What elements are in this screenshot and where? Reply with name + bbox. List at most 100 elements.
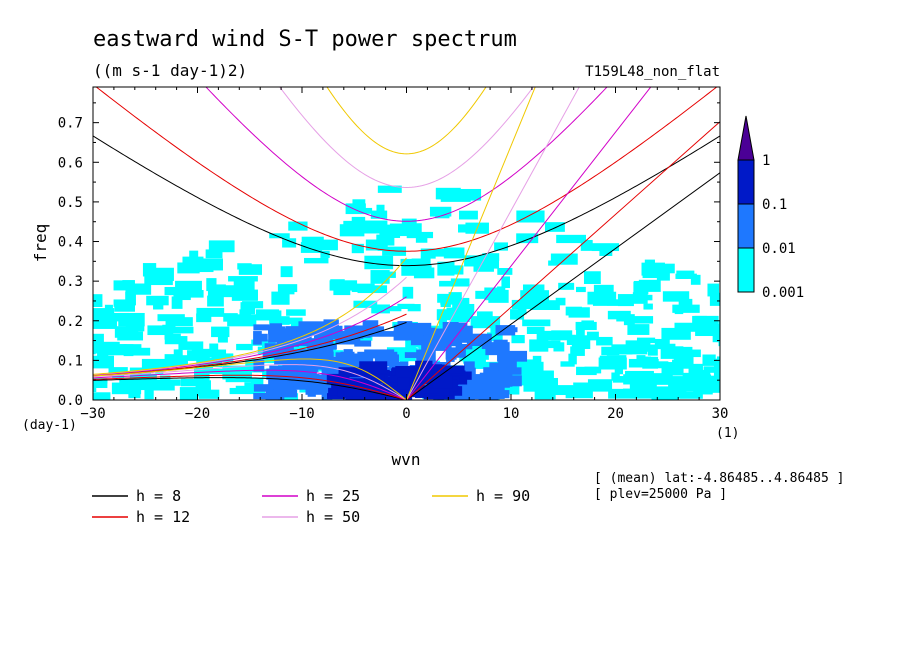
power-cell [707,283,720,297]
power-cell [187,350,208,361]
power-cell [234,279,255,291]
power-cell [118,312,145,327]
power-cell [744,344,769,357]
power-cell [443,247,465,259]
power-cell [128,391,141,399]
power-cell [300,242,323,253]
power-cell [544,222,565,232]
power-cell [288,366,319,372]
power-cell [282,363,297,376]
power-cell [712,334,720,343]
power-cell [551,385,574,396]
power-cell [403,330,424,341]
power-cell [125,291,136,306]
power-cell [426,369,442,376]
power-cell [498,367,522,375]
power-cell [462,378,483,390]
power-cell [676,349,701,358]
power-cell [651,392,678,400]
power-cell [450,278,470,287]
power-cell [147,325,167,336]
power-cell [644,259,655,270]
power-cell [364,349,395,358]
power-cell [177,262,200,274]
power-cell [228,276,258,282]
power-cell [227,314,257,327]
curve-legend: h = 8 h = 12 h = 25 h = 50 h = 90 [92,487,530,526]
power-cell [726,375,748,382]
power-cell [523,381,538,392]
power-cell [739,383,752,396]
power-cell [405,380,417,393]
power-cell [376,262,388,268]
power-cell [268,330,297,343]
dispersion-curve [406,87,652,400]
power-cell [575,321,597,331]
power-cell [726,341,753,350]
power-cell [482,253,500,261]
power-cell [679,386,701,392]
power-cell [401,265,432,276]
power-cell [522,319,551,327]
power-cell [455,343,473,350]
y-tick-label: 0.2 [58,314,83,330]
power-cell [417,364,442,373]
power-cell [417,327,437,339]
power-cell [235,385,262,392]
colorbar-segment [737,159,755,205]
power-cell [430,248,448,257]
power-cell [406,231,434,239]
power-cell [93,355,114,369]
power-cell [688,366,697,375]
dispersion-curve [93,374,407,400]
power-cell [534,388,556,400]
power-cell [751,301,768,313]
power-cell [625,370,654,380]
power-cell [560,361,575,367]
power-cell [587,379,613,392]
power-cell [281,316,290,325]
power-cell [712,358,720,365]
power-cell [304,257,329,264]
power-cell [511,335,525,344]
legend-label: h = 12 [136,508,190,526]
power-cell [329,280,358,291]
power-cell [573,382,590,396]
power-cell [451,347,466,358]
power-cell [747,335,763,349]
power-cell [180,378,204,387]
power-cell [113,280,134,291]
power-cell [280,266,293,278]
dispersion-curve [93,377,407,400]
power-cell [314,239,338,251]
x-tick-label: −20 [185,406,210,422]
power-cell [93,294,103,307]
power-cell [377,185,402,193]
power-cell [575,286,586,293]
power-cell [244,382,256,390]
dispersion-curve [93,135,720,267]
power-cell [592,299,623,306]
power-cell [353,300,378,308]
power-cell [269,365,285,378]
power-cell [205,249,223,259]
power-cell [568,353,577,365]
power-cell [502,384,520,395]
power-cell [282,344,311,351]
dispersion-curve [93,364,407,400]
power-cell [294,363,318,370]
power-cell [525,370,553,377]
power-cell [281,389,298,398]
power-cell [497,286,506,293]
y-tick-label: 0.0 [58,393,83,409]
power-cell [255,309,280,321]
power-cell [661,327,691,340]
power-cell [630,374,656,387]
power-cell [693,384,713,395]
power-cell [354,340,372,347]
power-cell [623,314,635,326]
power-cell [333,288,351,296]
power-cell [184,289,204,298]
power-cell [638,279,661,292]
colorbar-segment [737,203,755,249]
